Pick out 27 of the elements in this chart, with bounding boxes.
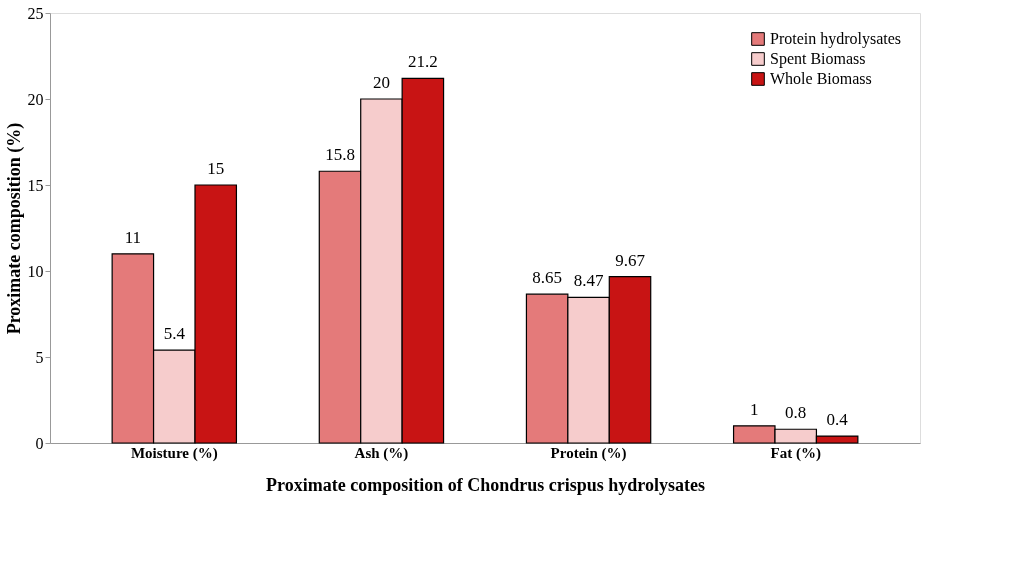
data-label: 0.4 (826, 410, 849, 430)
y-tick-label: 10 (27, 262, 44, 280)
x-tick-label: Ash (%) (354, 444, 409, 462)
data-label: 8.47 (573, 271, 604, 291)
data-label: 15.8 (325, 145, 355, 165)
y-tick-label: 15 (27, 176, 44, 194)
legend-label: Protein hydrolysates (770, 30, 902, 48)
y-tick-label: 20 (27, 90, 44, 108)
data-label: 15 (207, 159, 225, 178)
x-tick-label: Fat (%) (770, 444, 821, 462)
y-tick-label: 5 (35, 348, 44, 366)
y-axis-title: Proximate composition (%) (3, 122, 25, 335)
data-label: 0.8 (785, 403, 807, 423)
legend-label: Whole Biomass (770, 70, 872, 87)
data-label: 21.2 (407, 52, 438, 72)
y-tick-label: 0 (35, 434, 44, 452)
data-label: 11 (124, 227, 142, 247)
legend-label: Spent Biomass (770, 50, 866, 68)
data-label: 20 (372, 73, 390, 92)
y-tick-label: 25 (27, 4, 44, 22)
data-label: 1 (750, 399, 759, 419)
x-tick-label: Moisture (%) (130, 444, 218, 462)
data-label: 8.65 (532, 268, 563, 288)
x-tick-label: Protein (%) (550, 444, 627, 462)
x-axis-title: Proximate composition of Chondrus crispus hydrolysates (266, 474, 705, 495)
data-label: 5.4 (163, 324, 186, 344)
data-label: 9.67 (615, 250, 646, 270)
